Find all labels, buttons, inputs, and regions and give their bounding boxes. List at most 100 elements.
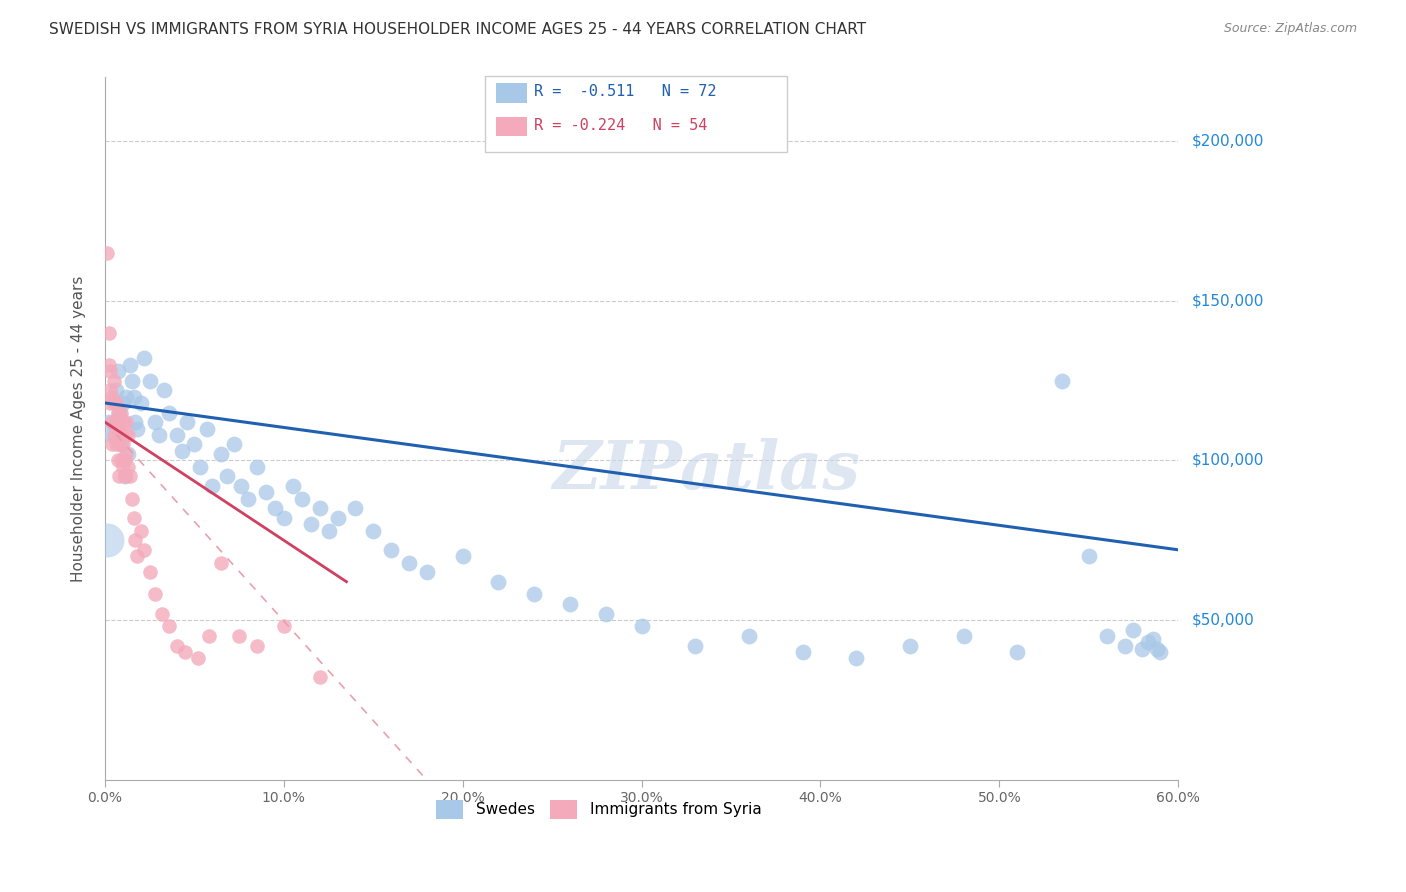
Text: Source: ZipAtlas.com: Source: ZipAtlas.com <box>1223 22 1357 36</box>
Point <box>121 491 143 506</box>
Point <box>121 374 143 388</box>
Point <box>738 629 761 643</box>
Point <box>153 383 176 397</box>
Point <box>124 415 146 429</box>
Point <box>344 501 367 516</box>
Point <box>103 428 125 442</box>
Point <box>115 390 138 404</box>
Point <box>1114 639 1136 653</box>
Text: ZIPatlas: ZIPatlas <box>553 438 860 503</box>
Point <box>380 542 402 557</box>
Point <box>488 574 510 589</box>
Y-axis label: Householder Income Ages 25 - 44 years: Householder Income Ages 25 - 44 years <box>72 276 86 582</box>
Point <box>110 428 132 442</box>
Point <box>107 364 129 378</box>
Point <box>107 406 129 420</box>
Point <box>148 428 170 442</box>
Point <box>1122 623 1144 637</box>
Point <box>122 511 145 525</box>
Point <box>197 629 219 643</box>
Point <box>166 428 188 442</box>
Point <box>299 517 322 532</box>
Point <box>264 501 287 516</box>
Point <box>201 479 224 493</box>
Point <box>98 364 121 378</box>
Point <box>108 469 131 483</box>
Point <box>398 556 420 570</box>
Point <box>101 428 124 442</box>
Text: $150,000: $150,000 <box>1192 293 1264 309</box>
Point <box>115 415 138 429</box>
Point <box>246 639 269 653</box>
Point <box>98 396 121 410</box>
Point <box>630 619 652 633</box>
Point <box>176 415 198 429</box>
Point <box>114 469 136 483</box>
Point <box>150 607 173 621</box>
Point <box>98 383 121 397</box>
Point <box>157 619 180 633</box>
Point <box>273 619 295 633</box>
Point <box>114 453 136 467</box>
Point <box>104 396 127 410</box>
Point <box>157 406 180 420</box>
Text: $50,000: $50,000 <box>1192 613 1254 628</box>
Point <box>138 374 160 388</box>
Point <box>134 542 156 557</box>
Point <box>96 533 118 548</box>
Legend: Swedes, Immigrants from Syria: Swedes, Immigrants from Syria <box>430 794 768 824</box>
Point <box>416 565 439 579</box>
Point <box>952 629 974 643</box>
Point <box>595 607 617 621</box>
Point <box>187 651 209 665</box>
Point <box>111 415 134 429</box>
Point <box>166 639 188 653</box>
Point <box>101 415 124 429</box>
Point <box>1050 374 1073 388</box>
Point <box>111 437 134 451</box>
Point <box>209 556 232 570</box>
Point <box>1005 645 1028 659</box>
Point <box>236 491 259 506</box>
Point <box>104 383 127 397</box>
Point <box>96 246 118 260</box>
Point <box>792 645 814 659</box>
Point <box>115 447 138 461</box>
Point <box>1095 629 1118 643</box>
Point <box>326 511 349 525</box>
Point <box>111 459 134 474</box>
Point <box>308 670 330 684</box>
Point <box>118 358 141 372</box>
Point <box>683 639 706 653</box>
Point <box>117 459 139 474</box>
Text: $100,000: $100,000 <box>1192 453 1264 468</box>
Point <box>845 651 868 665</box>
Point <box>1149 645 1171 659</box>
Point <box>129 396 152 410</box>
Point <box>117 428 139 442</box>
Text: SWEDISH VS IMMIGRANTS FROM SYRIA HOUSEHOLDER INCOME AGES 25 - 44 YEARS CORRELATI: SWEDISH VS IMMIGRANTS FROM SYRIA HOUSEHO… <box>49 22 866 37</box>
Point <box>114 428 136 442</box>
Point <box>104 437 127 451</box>
Point <box>103 374 125 388</box>
Point <box>215 469 238 483</box>
Point <box>129 524 152 538</box>
Point <box>110 406 132 420</box>
Point <box>273 511 295 525</box>
Point <box>143 415 166 429</box>
Point <box>188 459 211 474</box>
Point <box>97 326 120 340</box>
Point <box>254 485 277 500</box>
Text: R = -0.224   N = 54: R = -0.224 N = 54 <box>534 119 707 133</box>
Point <box>222 437 245 451</box>
Point <box>104 415 127 429</box>
Point <box>118 469 141 483</box>
Point <box>138 565 160 579</box>
Point <box>127 549 149 564</box>
Point <box>1142 632 1164 647</box>
Point <box>107 453 129 467</box>
Point <box>281 479 304 493</box>
Point <box>97 415 120 429</box>
Point <box>110 453 132 467</box>
Point <box>291 491 314 506</box>
